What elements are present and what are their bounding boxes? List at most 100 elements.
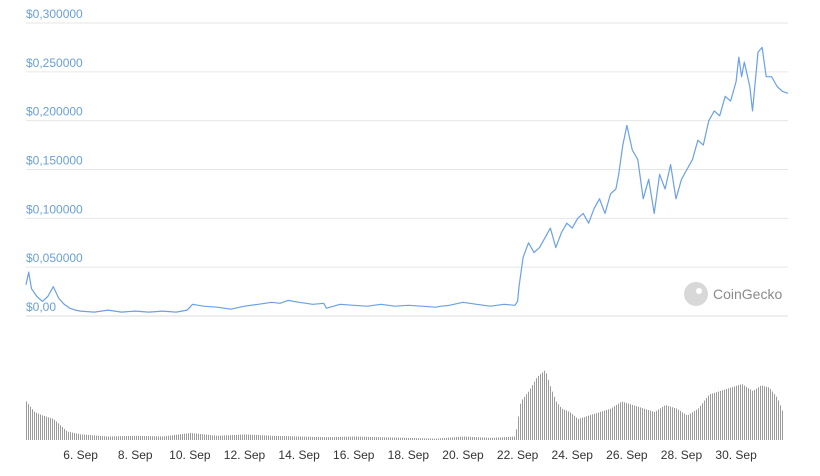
volume-bar [638, 406, 639, 440]
volume-bar [512, 436, 513, 440]
volume-bar [104, 436, 105, 440]
volume-bar [518, 416, 519, 440]
volume-bar [594, 413, 595, 440]
volume-bar [686, 414, 687, 440]
volume-bar [146, 436, 147, 440]
volume-bar [80, 434, 81, 440]
gecko-logo-icon [684, 282, 708, 306]
volume-bar [136, 435, 137, 440]
volume-bar [142, 435, 143, 440]
volume-bar [510, 436, 511, 440]
volume-bar [692, 412, 693, 440]
volume-bar [604, 410, 605, 440]
volume-bar [186, 433, 187, 440]
volume-bar [578, 418, 579, 440]
volume-bar [694, 410, 695, 440]
volume-bar [736, 385, 737, 440]
volume-bar [214, 435, 215, 440]
volume-bar [424, 438, 425, 440]
volume-bar [356, 436, 357, 440]
volume-bar [346, 436, 347, 440]
volume-bar [592, 414, 593, 440]
volume-bar [462, 436, 463, 440]
volume-bar [160, 436, 161, 440]
volume-bar [44, 416, 45, 440]
volume-bar [476, 437, 477, 440]
x-tick-label: 22. Sep [497, 448, 539, 462]
volume-bar [34, 411, 35, 440]
volume-bar [318, 436, 319, 440]
volume-bar [232, 435, 233, 440]
volume-bar [174, 435, 175, 440]
volume-bar [428, 438, 429, 440]
volume-bar [530, 388, 531, 440]
y-tick-label: $0,00 [26, 300, 56, 314]
volume-bar [720, 390, 721, 440]
volume-bar [550, 386, 551, 440]
volume-bar [120, 436, 121, 440]
volume-bar [768, 387, 769, 440]
volume-bar [336, 436, 337, 440]
volume-bar [202, 434, 203, 440]
volume-bar [210, 435, 211, 440]
volume-bar [164, 436, 165, 440]
volume-bar [562, 408, 563, 440]
volume-bar [394, 437, 395, 440]
volume-bar [60, 425, 61, 440]
volume-bar [458, 436, 459, 440]
volume-bar [508, 436, 509, 440]
volume-bar [328, 437, 329, 440]
volume-bar [582, 417, 583, 440]
volume-bar [408, 437, 409, 440]
volume-bar [402, 437, 403, 440]
volume-bar [452, 437, 453, 440]
volume-bar [668, 405, 669, 440]
volume-bar [58, 423, 59, 440]
volume-bar [514, 436, 515, 440]
volume-bar [434, 438, 435, 440]
y-tick-label: $0,250000 [26, 56, 83, 70]
volume-bar [598, 412, 599, 440]
volume-bar [308, 436, 309, 440]
volume-bar [304, 436, 305, 440]
volume-bar [416, 438, 417, 440]
volume-bar [466, 436, 467, 440]
volume-bar [782, 410, 783, 440]
volume-bar [584, 416, 585, 440]
volume-bar [374, 437, 375, 440]
volume-bar [94, 435, 95, 440]
volume-bar [338, 436, 339, 440]
volume-bar [198, 433, 199, 440]
volume-bar [314, 436, 315, 440]
y-tick-label: $0,150000 [26, 154, 83, 168]
x-tick-label: 8. Sep [118, 448, 153, 462]
volume-bar [496, 437, 497, 440]
volume-bar [540, 374, 541, 440]
y-tick-label: $0,100000 [26, 202, 83, 216]
volume-bar [192, 433, 193, 440]
volume-bar [772, 391, 773, 440]
volume-bar [206, 434, 207, 440]
volume-bar [520, 403, 521, 440]
volume-bar [124, 436, 125, 440]
volume-bar [84, 434, 85, 440]
volume-bar [390, 437, 391, 440]
volume-bar [66, 430, 67, 440]
volume-bar [182, 434, 183, 440]
volume-bar [152, 436, 153, 440]
volume-bar [332, 437, 333, 440]
volume-bar [688, 414, 689, 440]
y-tick-label: $0,300000 [26, 7, 83, 21]
volume-bar [370, 436, 371, 440]
volume-bar [188, 433, 189, 440]
volume-bar [140, 435, 141, 440]
volume-bar [306, 436, 307, 440]
volume-bar [234, 434, 235, 440]
volume-bar [252, 434, 253, 440]
volume-bar [50, 417, 51, 440]
volume-bar [170, 435, 171, 440]
volume-bar [418, 438, 419, 440]
volume-bar [774, 394, 775, 440]
volume-bar [406, 437, 407, 440]
volume-bar [200, 434, 201, 440]
